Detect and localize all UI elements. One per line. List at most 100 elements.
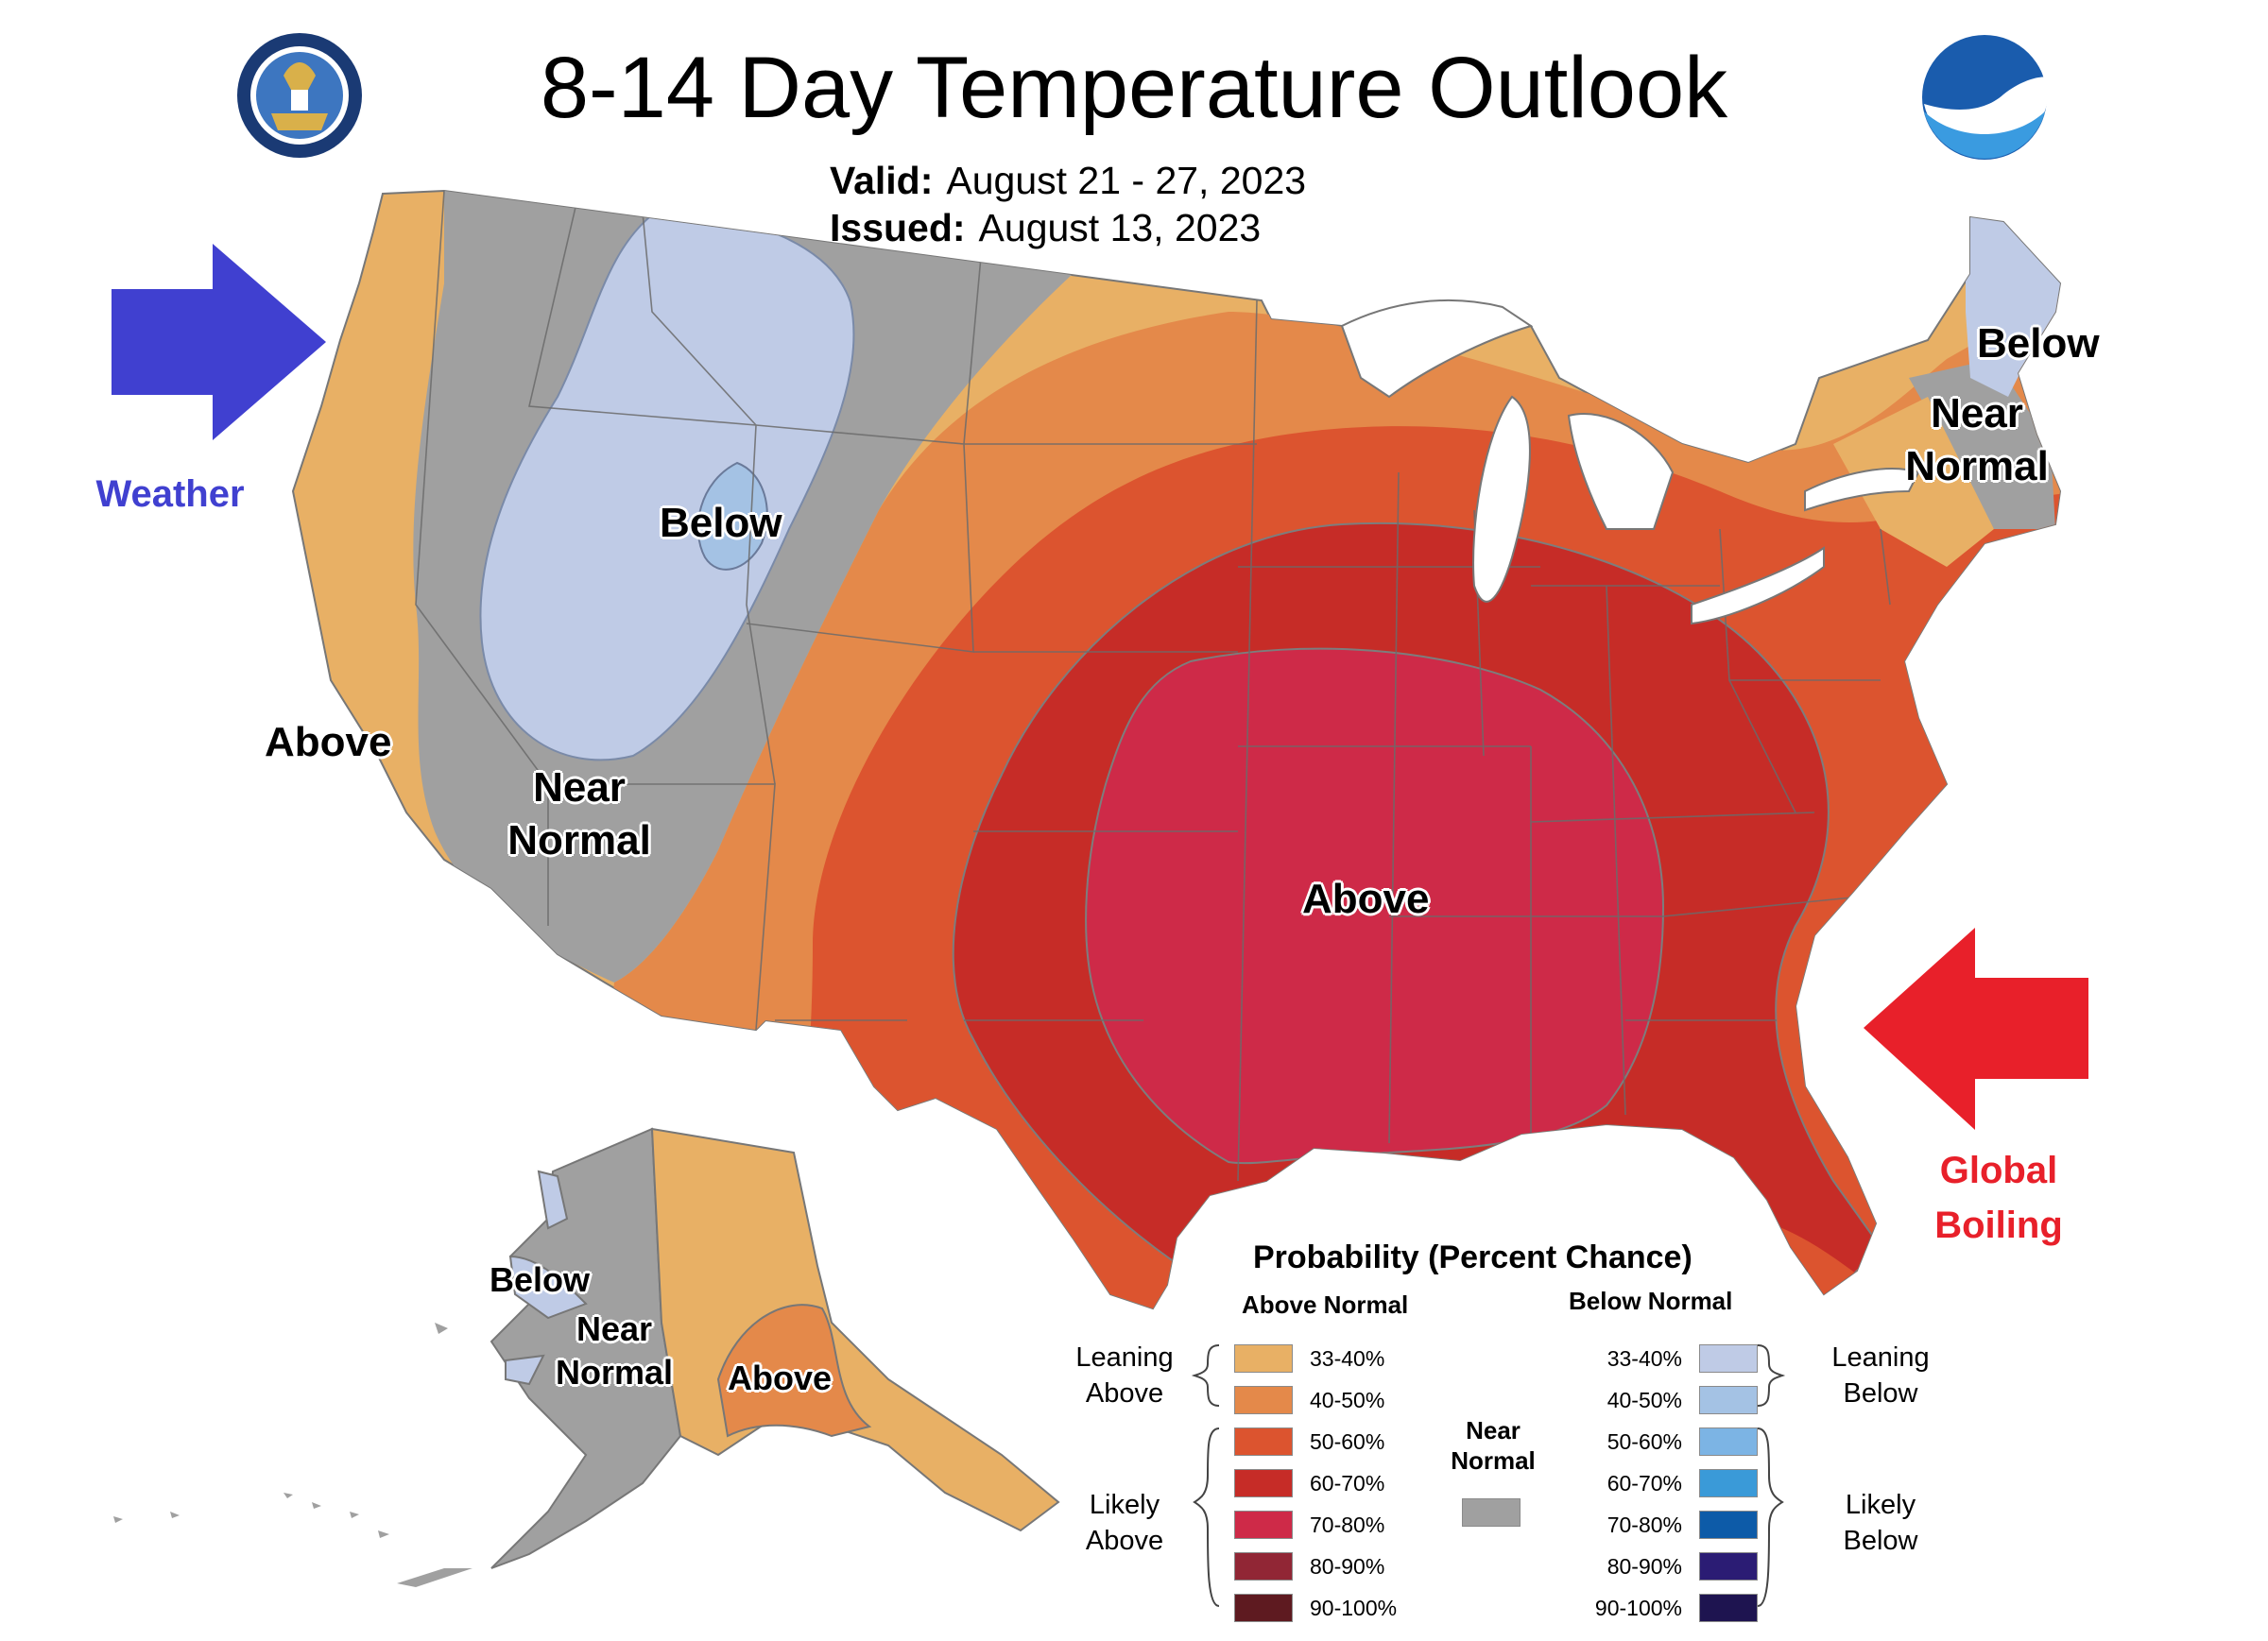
legend-below-range: 33-40% bbox=[1606, 1345, 1682, 1371]
legend-near-normal: Near Normal bbox=[1441, 1415, 1545, 1476]
legend-below-row: 90-100% bbox=[1576, 1591, 1758, 1625]
legend: Probability (Percent Chance) Above Norma… bbox=[1058, 1228, 2060, 1634]
legend-above-swatch bbox=[1234, 1594, 1293, 1622]
legend-below-row: 70-80% bbox=[1576, 1508, 1758, 1542]
issued-value: August 13, 2023 bbox=[978, 206, 1262, 249]
valid-value: August 21 - 27, 2023 bbox=[946, 159, 1307, 202]
legend-likely-below: Likely Below bbox=[1814, 1487, 1947, 1559]
legend-below-row: 40-50% bbox=[1576, 1383, 1758, 1417]
label-great-basin-near-normal: Near Normal bbox=[490, 761, 669, 867]
legend-above-swatch bbox=[1234, 1344, 1293, 1373]
legend-braces bbox=[1191, 1344, 1786, 1607]
legend-above-range: 33-40% bbox=[1310, 1345, 1385, 1371]
legend-below-header: Below Normal bbox=[1569, 1287, 1733, 1315]
legend-near-normal-line2: Normal bbox=[1451, 1446, 1536, 1475]
legend-likely-above: Likely Above bbox=[1058, 1487, 1191, 1559]
legend-above-range: 40-50% bbox=[1310, 1387, 1385, 1412]
legend-below-range: 40-50% bbox=[1606, 1387, 1682, 1412]
commerce-seal-icon bbox=[237, 33, 362, 158]
legend-leaning-below: Leaning Below bbox=[1814, 1340, 1947, 1411]
label-alaska-line1: Near bbox=[576, 1309, 653, 1348]
global-boiling-annotation: Global Boiling bbox=[1881, 1143, 2117, 1253]
band-leaning-below-rockies bbox=[479, 206, 855, 761]
legend-likely-above-line1: Likely bbox=[1089, 1490, 1160, 1520]
legend-above-row: 90-100% bbox=[1234, 1591, 1416, 1625]
global-boiling-arrow-icon bbox=[1864, 928, 2088, 1130]
legend-likely-above-line2: Above bbox=[1085, 1526, 1164, 1556]
legend-below-swatch bbox=[1699, 1386, 1758, 1414]
page-title: 8-14 Day Temperature Outlook bbox=[540, 40, 1728, 136]
legend-below-swatch bbox=[1699, 1511, 1758, 1539]
legend-above-row: 40-50% bbox=[1234, 1383, 1416, 1417]
legend-below-swatch bbox=[1699, 1594, 1758, 1622]
legend-below-range: 90-100% bbox=[1594, 1595, 1682, 1620]
band-above-70-80 bbox=[1085, 647, 1665, 1165]
global-boiling-line1: Global bbox=[1939, 1150, 2058, 1191]
alaska-outlook bbox=[113, 1127, 1060, 1587]
legend-leaning-below-line1: Leaning bbox=[1831, 1342, 1930, 1373]
legend-above-row: 80-90% bbox=[1234, 1549, 1416, 1583]
valid-dates: Valid: August 21 - 27, 2023 bbox=[830, 157, 1306, 204]
legend-below-row: 50-60% bbox=[1576, 1425, 1758, 1459]
legend-below-range: 60-70% bbox=[1606, 1470, 1682, 1496]
label-northeast-line2: Normal bbox=[1905, 443, 2049, 489]
legend-below-swatch bbox=[1699, 1469, 1758, 1497]
label-rockies-below: Below bbox=[660, 500, 782, 546]
legend-below-row: 80-90% bbox=[1576, 1549, 1758, 1583]
weather-arrow-icon bbox=[112, 244, 326, 440]
great-lakes bbox=[1340, 299, 1920, 625]
valid-label: Valid: bbox=[830, 159, 934, 202]
global-boiling-line2: Boiling bbox=[1934, 1205, 2063, 1246]
legend-above-header: Above Normal bbox=[1242, 1291, 1409, 1319]
legend-near-normal-swatch bbox=[1462, 1498, 1521, 1527]
legend-leaning-above-line2: Above bbox=[1085, 1378, 1164, 1409]
legend-above-range: 50-60% bbox=[1310, 1428, 1385, 1454]
label-northeast-line1: Near bbox=[1931, 390, 2023, 436]
legend-below-swatch bbox=[1699, 1427, 1758, 1456]
legend-below-range: 50-60% bbox=[1606, 1428, 1682, 1454]
noaa-logo-icon bbox=[1922, 35, 2049, 160]
issued-label: Issued: bbox=[830, 206, 966, 249]
legend-above-range: 90-100% bbox=[1310, 1595, 1398, 1620]
band-near-normal-northeast bbox=[1909, 359, 2055, 529]
label-alaska-line2: Normal bbox=[555, 1353, 674, 1392]
legend-above-row: 33-40% bbox=[1234, 1342, 1416, 1376]
legend-below-swatch bbox=[1699, 1552, 1758, 1581]
legend-above-swatch bbox=[1234, 1552, 1293, 1581]
legend-title: Probability (Percent Chance) bbox=[1253, 1239, 1692, 1275]
label-west-coast-above: Above bbox=[265, 719, 392, 765]
legend-leaning-below-line2: Below bbox=[1843, 1378, 1918, 1409]
label-central-above: Above bbox=[1302, 876, 1430, 922]
legend-near-normal-line1: Near bbox=[1466, 1416, 1521, 1444]
legend-below-row: 60-70% bbox=[1576, 1466, 1758, 1500]
legend-above-swatch bbox=[1234, 1469, 1293, 1497]
aleutian-islands bbox=[113, 1323, 472, 1587]
legend-above-swatch bbox=[1234, 1386, 1293, 1414]
label-northeast-near-normal: Near Normal bbox=[1882, 387, 2071, 493]
legend-likely-below-line2: Below bbox=[1843, 1526, 1918, 1556]
issued-date: Issued: August 13, 2023 bbox=[830, 204, 1261, 251]
label-maine-below: Below bbox=[1977, 320, 2100, 367]
legend-above-range: 70-80% bbox=[1310, 1512, 1385, 1537]
alaska-above-40-50 bbox=[716, 1304, 872, 1438]
weather-annotation: Weather bbox=[95, 473, 245, 515]
legend-above-row: 70-80% bbox=[1234, 1508, 1416, 1542]
label-alaska-near-normal: Near Normal bbox=[539, 1308, 690, 1394]
legend-below-swatch bbox=[1699, 1344, 1758, 1373]
legend-above-swatch bbox=[1234, 1427, 1293, 1456]
legend-below-range: 70-80% bbox=[1606, 1512, 1682, 1537]
label-alaska-above: Above bbox=[728, 1359, 833, 1397]
legend-leaning-above: Leaning Above bbox=[1058, 1340, 1191, 1411]
legend-likely-below-line1: Likely bbox=[1845, 1490, 1916, 1520]
label-great-basin-line2: Normal bbox=[507, 817, 651, 863]
legend-above-swatch bbox=[1234, 1511, 1293, 1539]
legend-below-range: 80-90% bbox=[1606, 1553, 1682, 1579]
legend-above-row: 60-70% bbox=[1234, 1466, 1416, 1500]
label-great-basin-line1: Near bbox=[533, 764, 626, 811]
legend-below-row: 33-40% bbox=[1576, 1342, 1758, 1376]
legend-above-range: 80-90% bbox=[1310, 1553, 1385, 1579]
conus-outlook bbox=[291, 189, 2062, 1310]
alaska-below-west bbox=[505, 1170, 588, 1386]
alaska-leaning-above bbox=[650, 1127, 1060, 1532]
